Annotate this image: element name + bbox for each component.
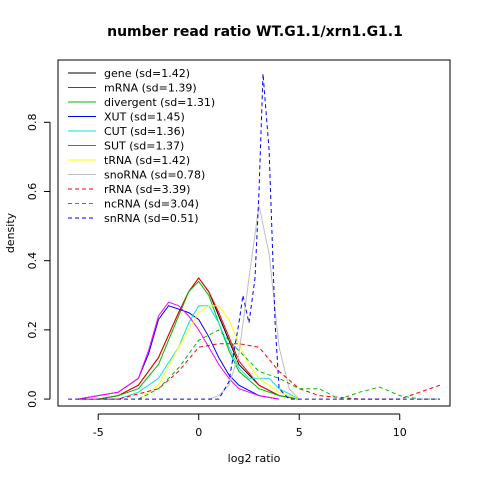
y-tick-label: 0.4 (26, 252, 39, 270)
legend-label: mRNA (sd=1.39) (104, 82, 197, 95)
legend-label: snoRNA (sd=0.78) (104, 169, 205, 182)
y-tick-label: 0.0 (26, 390, 39, 408)
y-axis-label: density (4, 212, 17, 253)
legend-label: divergent (sd=1.31) (104, 96, 215, 109)
legend-label: SUT (sd=1.37) (104, 140, 184, 153)
legend-label: rRNA (sd=3.39) (104, 183, 190, 196)
series-line (78, 343, 441, 400)
x-tick-label: 0 (195, 426, 202, 439)
legend-label: ncRNA (sd=3.04) (104, 198, 199, 211)
y-tick-label: 0.2 (26, 321, 39, 339)
y-tick-label: 0.6 (26, 183, 39, 201)
series-layer (68, 73, 441, 400)
legend-label: CUT (sd=1.36) (104, 125, 185, 138)
series-line (78, 301, 280, 400)
chart-title: number read ratio WT.G1.1/xrn1.G1.1 (107, 24, 403, 40)
series-line (68, 73, 440, 400)
legend-label: XUT (sd=1.45) (104, 111, 185, 124)
x-tick-label: -5 (93, 426, 104, 439)
legend-label: snRNA (sd=0.51) (104, 212, 199, 225)
series-line (208, 205, 300, 400)
series-line (98, 280, 300, 400)
plot-frame (57, 59, 451, 407)
series-line (118, 305, 300, 400)
x-tick-label: 10 (393, 426, 407, 439)
axes: -5 0 5 10 0.0 0.2 0.4 0.6 0.8 (26, 114, 407, 439)
legend-label: gene (sd=1.42) (104, 67, 190, 80)
x-tick-label: 5 (296, 426, 303, 439)
series-line (138, 329, 440, 400)
legend: gene (sd=1.42) mRNA (sd=1.39)divergent (s… (68, 67, 215, 225)
series-line (138, 305, 300, 400)
series-line (98, 277, 300, 400)
x-axis-label: log2 ratio (228, 452, 281, 465)
series-line (98, 277, 300, 400)
y-tick-label: 0.8 (26, 114, 39, 132)
legend-label: tRNA (sd=1.42) (104, 154, 190, 167)
